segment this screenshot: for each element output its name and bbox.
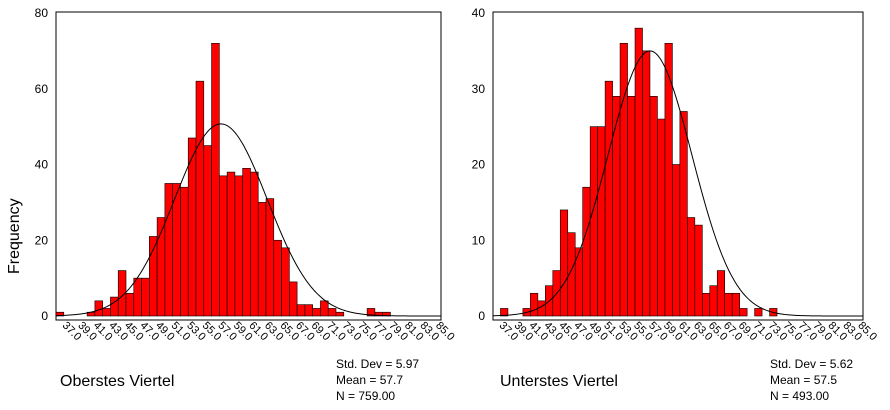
stat-mean: Mean = 57.5 [770, 373, 837, 387]
bar [559, 209, 569, 317]
stat-n: N = 759.00 [336, 389, 395, 403]
bar [327, 308, 337, 317]
bar [102, 308, 111, 317]
bar [335, 311, 345, 317]
bars [500, 27, 778, 317]
bar [265, 198, 275, 317]
bar [250, 171, 259, 317]
stat-mean: Mean = 57.7 [336, 373, 403, 387]
y-tick-label: 10 [472, 233, 486, 247]
bar [582, 186, 591, 317]
y-tick-label: 40 [35, 158, 49, 172]
panel-title: Unterstes Viertel [500, 373, 618, 390]
x-tick-label: 85.0 [433, 320, 457, 344]
bar [724, 292, 733, 317]
bar [320, 300, 329, 317]
bar [234, 175, 243, 317]
bar [187, 137, 197, 317]
bar [649, 96, 658, 317]
bar [597, 126, 606, 317]
y-tick-label: 30 [472, 82, 486, 96]
y-axis-ticks: 0 10 20 30 40 [472, 6, 486, 323]
y-tick-label: 20 [472, 158, 486, 172]
bar [164, 183, 173, 317]
bar [296, 304, 306, 317]
bar [304, 304, 313, 317]
bar [716, 270, 726, 317]
y-tick-label: 40 [472, 6, 486, 20]
bar [642, 50, 651, 317]
bar [211, 42, 220, 317]
bar [203, 145, 212, 317]
bar [604, 80, 613, 317]
normal-curve [55, 123, 441, 317]
bar [133, 277, 142, 317]
bar [634, 27, 643, 317]
y-axis-ticks: 0 20 40 60 80 [35, 6, 49, 323]
y-tick-label: 0 [41, 309, 48, 323]
bar [195, 80, 205, 317]
bar [627, 96, 636, 317]
bar [125, 292, 135, 317]
bar [500, 308, 509, 317]
stat-std-dev: Std. Dev = 5.62 [770, 357, 853, 371]
bar [289, 281, 298, 317]
bar [242, 167, 251, 317]
bar [619, 42, 628, 317]
bar [281, 247, 290, 317]
bar [731, 292, 740, 317]
bar [739, 308, 748, 317]
bar [312, 308, 321, 317]
bar [709, 285, 718, 317]
bar [612, 96, 621, 317]
y-tick-label: 60 [35, 82, 49, 96]
bar [530, 292, 539, 317]
stat-std-dev: Std. Dev = 5.97 [336, 357, 419, 371]
bar [672, 164, 681, 317]
bar [687, 217, 696, 317]
bar [141, 277, 150, 317]
y-tick-label: 0 [478, 309, 485, 323]
bars [55, 42, 391, 317]
stat-n: N = 493.00 [770, 389, 829, 403]
normal-curve [492, 50, 863, 317]
bar [694, 224, 703, 317]
histogram-oberstes-viertel: 0 20 40 60 80 37.039.041.043.045.047.049.051… [6, 6, 457, 403]
x-axis-ticks: 37.039.041.043.045.047.049.051.053.055.0… [497, 320, 879, 344]
bar [226, 171, 236, 317]
bar [273, 239, 282, 317]
bar [219, 175, 228, 317]
y-tick-label: 20 [35, 233, 49, 247]
bar [679, 111, 688, 317]
y-tick-label: 80 [35, 6, 49, 20]
histogram-unterstes-viertel: 0 10 20 30 40 37.039.041.043.045.047.049.051… [472, 6, 879, 403]
bar [589, 126, 598, 317]
x-axis-ticks: 37.039.041.043.045.047.049.051.053.055.0… [60, 320, 457, 344]
y-axis-label: Frequency [6, 198, 23, 274]
bar [180, 186, 189, 317]
bar [149, 236, 158, 317]
bar [172, 183, 181, 317]
bar [701, 292, 711, 317]
bar [657, 118, 666, 317]
bar [257, 202, 267, 317]
bar [754, 308, 763, 317]
panel-title: Oberstes Viertel [60, 373, 174, 390]
